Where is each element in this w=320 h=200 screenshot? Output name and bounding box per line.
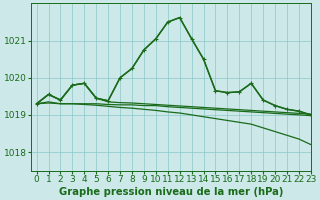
X-axis label: Graphe pression niveau de la mer (hPa): Graphe pression niveau de la mer (hPa) (59, 187, 283, 197)
